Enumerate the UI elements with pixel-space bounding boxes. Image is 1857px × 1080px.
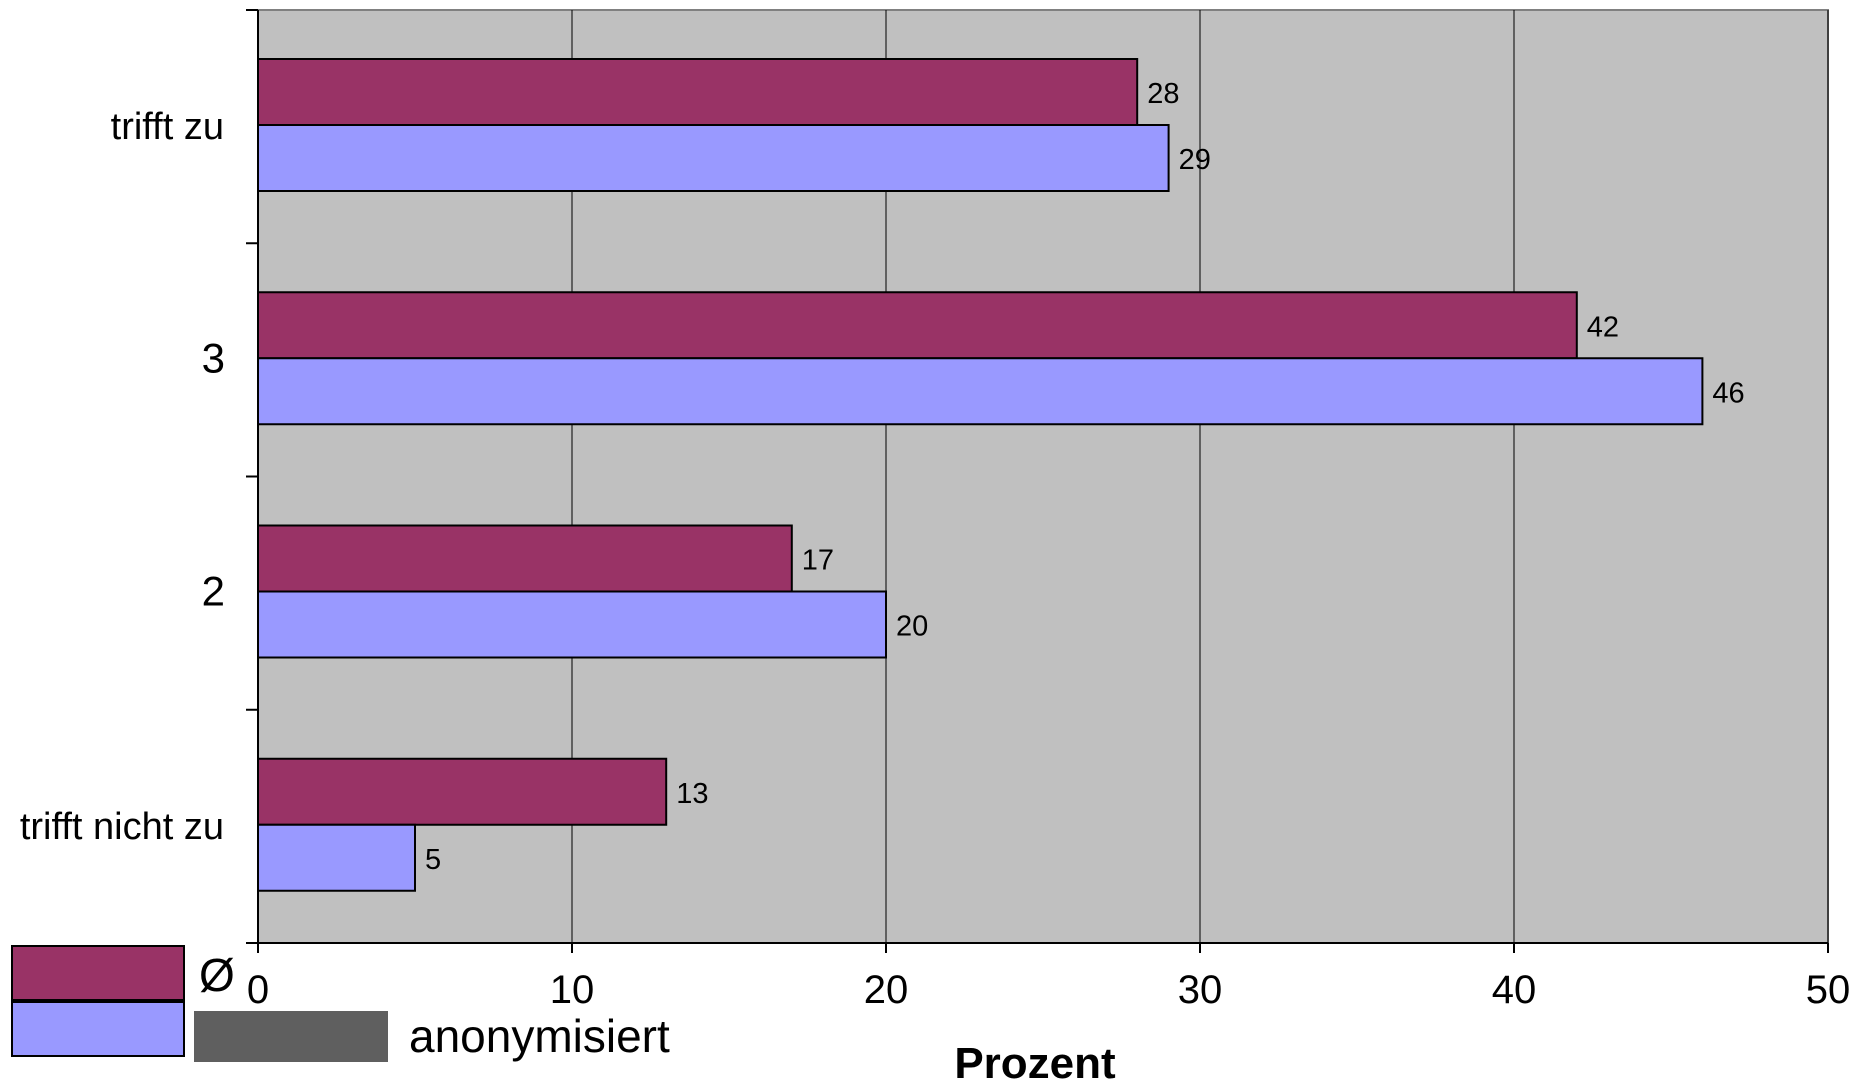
axes: 0 10 20 30 40 50 trifft zu 3 2 trifft nicht zu xyxy=(20,9,1851,1012)
x-tick-label: 0 xyxy=(247,968,269,1012)
legend-label-series-1: Ø xyxy=(199,949,235,1001)
bar xyxy=(257,590,887,659)
bar xyxy=(257,291,1578,360)
bar xyxy=(257,58,1139,126)
bar xyxy=(257,124,1170,192)
legend xyxy=(11,945,191,1057)
legend-swatch-series-1 xyxy=(11,945,185,1001)
x-tick-label: 10 xyxy=(550,968,595,1012)
legend-redaction-block xyxy=(194,1011,388,1062)
x-tick-label: 30 xyxy=(1178,968,1223,1012)
data-label: 28 xyxy=(1147,78,1179,110)
x-tick-label: 50 xyxy=(1806,968,1851,1012)
data-label: 5 xyxy=(425,844,441,876)
bar xyxy=(257,757,668,826)
y-tick-label: trifft zu xyxy=(111,106,224,148)
bar xyxy=(257,357,1704,426)
x-tick-label: 40 xyxy=(1492,968,1537,1012)
bar xyxy=(257,524,793,593)
legend-swatch-series-2 xyxy=(11,1001,185,1057)
data-label: 17 xyxy=(802,545,834,577)
y-tick-label: 3 xyxy=(202,334,225,381)
x-tick-label: 20 xyxy=(864,968,909,1012)
y-tick-label: trifft nicht zu xyxy=(20,806,224,848)
x-axis-title: Prozent xyxy=(954,1039,1116,1080)
data-label: 20 xyxy=(896,611,928,643)
y-tick-label: 2 xyxy=(202,568,225,615)
legend-label-series-2: anonymisiert xyxy=(409,1010,670,1062)
data-label: 42 xyxy=(1587,311,1619,343)
data-label: 46 xyxy=(1712,377,1744,409)
data-label: 29 xyxy=(1179,144,1211,176)
data-label: 13 xyxy=(676,778,708,810)
bar xyxy=(257,823,416,892)
